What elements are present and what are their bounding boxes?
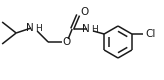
Text: Cl: Cl	[146, 29, 156, 39]
Text: O: O	[62, 37, 70, 47]
Text: N: N	[82, 24, 90, 34]
Text: H: H	[91, 24, 98, 34]
Text: H: H	[35, 24, 42, 32]
Text: N: N	[26, 23, 34, 33]
Text: O: O	[80, 7, 88, 17]
